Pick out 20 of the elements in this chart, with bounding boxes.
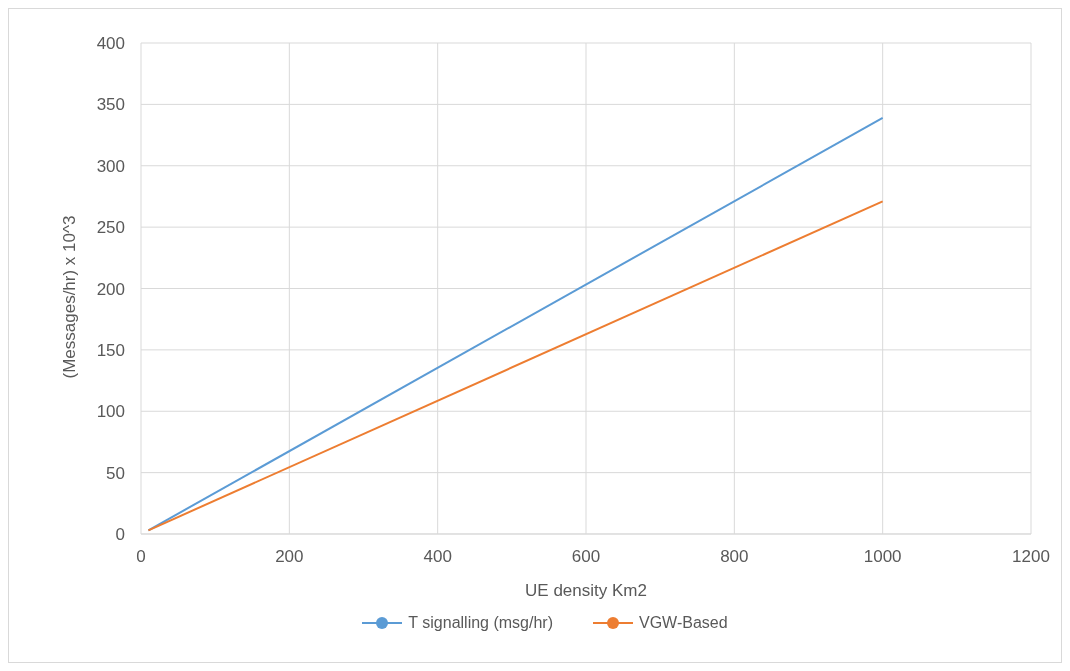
y-tick-label: 350 (96, 95, 125, 115)
x-axis-title: UE density Km2 (525, 581, 647, 600)
x-tick-label: 200 (275, 547, 304, 567)
y-tick-label: 400 (96, 34, 125, 54)
x-tick-label: 0 (136, 547, 146, 567)
y-tick-label: 250 (96, 218, 125, 238)
x-tick-label: 600 (571, 547, 601, 567)
legend-label: VGW-Based (639, 614, 728, 632)
y-tick-label: 50 (106, 463, 125, 483)
y-tick-label: 0 (115, 525, 125, 545)
x-tick-label: 400 (423, 547, 452, 567)
x-tick-label: 800 (720, 547, 749, 567)
y-tick-label: 200 (96, 279, 125, 299)
y-axis-title: (Messages/hr) x 10^3 (60, 215, 80, 379)
y-tick-label: 150 (96, 340, 125, 360)
legend-label: T signalling (msg/hr) (408, 614, 553, 632)
y-tick-label: 100 (96, 402, 125, 422)
x-tick-label: 1000 (863, 547, 902, 567)
x-tick-label: 1200 (1012, 547, 1050, 567)
y-tick-label: 300 (96, 156, 125, 176)
